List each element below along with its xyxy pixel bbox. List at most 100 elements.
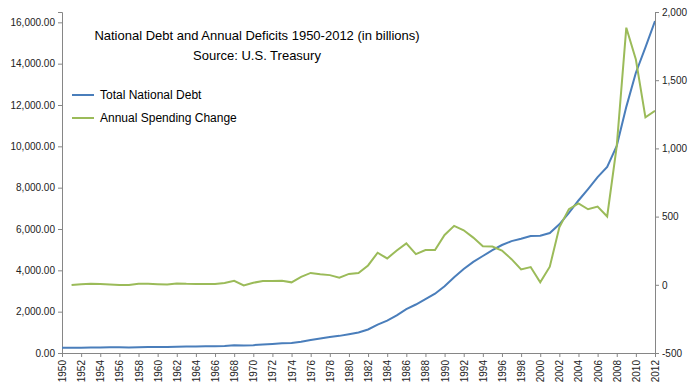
tick-mark bbox=[368, 353, 369, 357]
tick-mark bbox=[177, 353, 178, 357]
tick: 1960 bbox=[153, 353, 164, 382]
tick-label: 2006 bbox=[593, 360, 604, 383]
tick-label: 1978 bbox=[325, 360, 336, 383]
tick-mark bbox=[387, 353, 388, 357]
tick: 2004 bbox=[573, 353, 584, 382]
tick-label: 1986 bbox=[401, 360, 412, 383]
tick: 1976 bbox=[306, 353, 317, 382]
tick-mark bbox=[58, 64, 62, 65]
tick-label: 1960 bbox=[153, 360, 164, 383]
series-line bbox=[62, 21, 655, 348]
tick-mark bbox=[483, 353, 484, 357]
tick-mark bbox=[139, 353, 140, 357]
tick-label: 500 bbox=[662, 211, 679, 222]
tick-mark bbox=[655, 148, 659, 149]
tick-mark bbox=[58, 270, 62, 271]
tick-label: -500 bbox=[662, 348, 682, 359]
tick-mark bbox=[58, 312, 62, 313]
tick: 1956 bbox=[114, 353, 125, 382]
tick: 2000 bbox=[535, 353, 546, 382]
tick: 1,000 bbox=[655, 143, 687, 154]
tick-mark bbox=[617, 353, 618, 357]
tick: 12,000.00 bbox=[11, 100, 63, 111]
tick: 1992 bbox=[459, 353, 470, 382]
tick: 1974 bbox=[287, 353, 298, 382]
tick-label: 4,000.00 bbox=[16, 265, 55, 276]
tick: 1954 bbox=[95, 353, 106, 382]
tick: 1962 bbox=[172, 353, 183, 382]
legend: Total National DebtAnnual Spending Chang… bbox=[72, 88, 237, 125]
tick-mark bbox=[540, 353, 541, 357]
tick-label: 1970 bbox=[248, 360, 259, 383]
tick-label: 6,000.00 bbox=[16, 224, 55, 235]
tick: -500 bbox=[655, 348, 682, 359]
tick-mark bbox=[559, 353, 560, 357]
plot-area bbox=[62, 21, 655, 348]
tick: 4,000.00 bbox=[16, 265, 62, 276]
tick: 8,000.00 bbox=[16, 182, 62, 193]
tick-label: 1956 bbox=[114, 360, 125, 383]
legend-swatch bbox=[72, 94, 94, 96]
tick-label: 14,000.00 bbox=[11, 58, 56, 69]
tick: 16,000.00 bbox=[11, 17, 63, 28]
tick-mark bbox=[311, 353, 312, 357]
tick-label: 0 bbox=[662, 280, 668, 291]
tick-mark bbox=[234, 353, 235, 357]
tick: 1966 bbox=[210, 353, 221, 382]
tick-label: 16,000.00 bbox=[11, 17, 56, 28]
tick-mark bbox=[119, 353, 120, 357]
tick-label: 1980 bbox=[344, 360, 355, 383]
tick-mark bbox=[598, 353, 599, 357]
tick-mark bbox=[406, 353, 407, 357]
legend-label: Total National Debt bbox=[100, 88, 202, 102]
tick-mark bbox=[655, 217, 659, 218]
tick: 1,500 bbox=[655, 75, 687, 86]
tick: 2,000.00 bbox=[16, 306, 62, 317]
tick-label: 2010 bbox=[631, 360, 642, 383]
tick: 2006 bbox=[593, 353, 604, 382]
axis-line bbox=[63, 354, 656, 358]
tick-label: 1958 bbox=[134, 360, 145, 383]
chart: 1950 1952 1954 1956 1958 1960 1962 1964 1966 1968… bbox=[0, 0, 700, 391]
tick-mark bbox=[58, 353, 62, 354]
tick-label: 1950 bbox=[57, 360, 68, 383]
tick: 1952 bbox=[76, 353, 87, 382]
tick-label: 1952 bbox=[76, 360, 87, 383]
tick-mark bbox=[58, 188, 62, 189]
tick-mark bbox=[58, 146, 62, 147]
tick-mark bbox=[58, 105, 62, 106]
tick-mark bbox=[196, 353, 197, 357]
tick-label: 1968 bbox=[229, 360, 240, 383]
tick: 1978 bbox=[325, 353, 336, 382]
tick-label: 1998 bbox=[516, 360, 527, 383]
tick-label: 2004 bbox=[573, 360, 584, 383]
tick: 2002 bbox=[554, 353, 565, 382]
tick: 6,000.00 bbox=[16, 224, 62, 235]
tick-label: 1996 bbox=[497, 360, 508, 383]
axis-line bbox=[58, 13, 63, 354]
tick: 2008 bbox=[612, 353, 623, 382]
tick: 1970 bbox=[248, 353, 259, 382]
tick-label: 1964 bbox=[191, 360, 202, 383]
tick-label: 1976 bbox=[306, 360, 317, 383]
tick: 14,000.00 bbox=[11, 58, 63, 69]
tick: 2,000 bbox=[655, 7, 687, 18]
tick-label: 2000 bbox=[535, 360, 546, 383]
tick-mark bbox=[349, 353, 350, 357]
tick-mark bbox=[578, 353, 579, 357]
title: National Debt and Annual Deficits 1950-2… bbox=[94, 28, 419, 43]
tick: 1988 bbox=[420, 353, 431, 382]
tick-label: 1988 bbox=[420, 360, 431, 383]
x-axis: 1950 1952 1954 1956 1958 1960 1962 1964 1966 1968… bbox=[57, 353, 661, 382]
tick: 10,000.00 bbox=[11, 141, 63, 152]
y-axis: 0.002,000.004,000.006,000.008,000.0010,0… bbox=[11, 13, 63, 359]
tick: 500 bbox=[655, 211, 679, 222]
tick: 1958 bbox=[134, 353, 145, 382]
tick-mark bbox=[292, 353, 293, 357]
tick-label: 2,000.00 bbox=[16, 306, 55, 317]
tick-label: 1974 bbox=[287, 360, 298, 383]
subtitle: Source: U.S. Treasury bbox=[193, 48, 321, 63]
tick-mark bbox=[464, 353, 465, 357]
tick-mark bbox=[655, 285, 659, 286]
tick-label: 1954 bbox=[95, 360, 106, 383]
